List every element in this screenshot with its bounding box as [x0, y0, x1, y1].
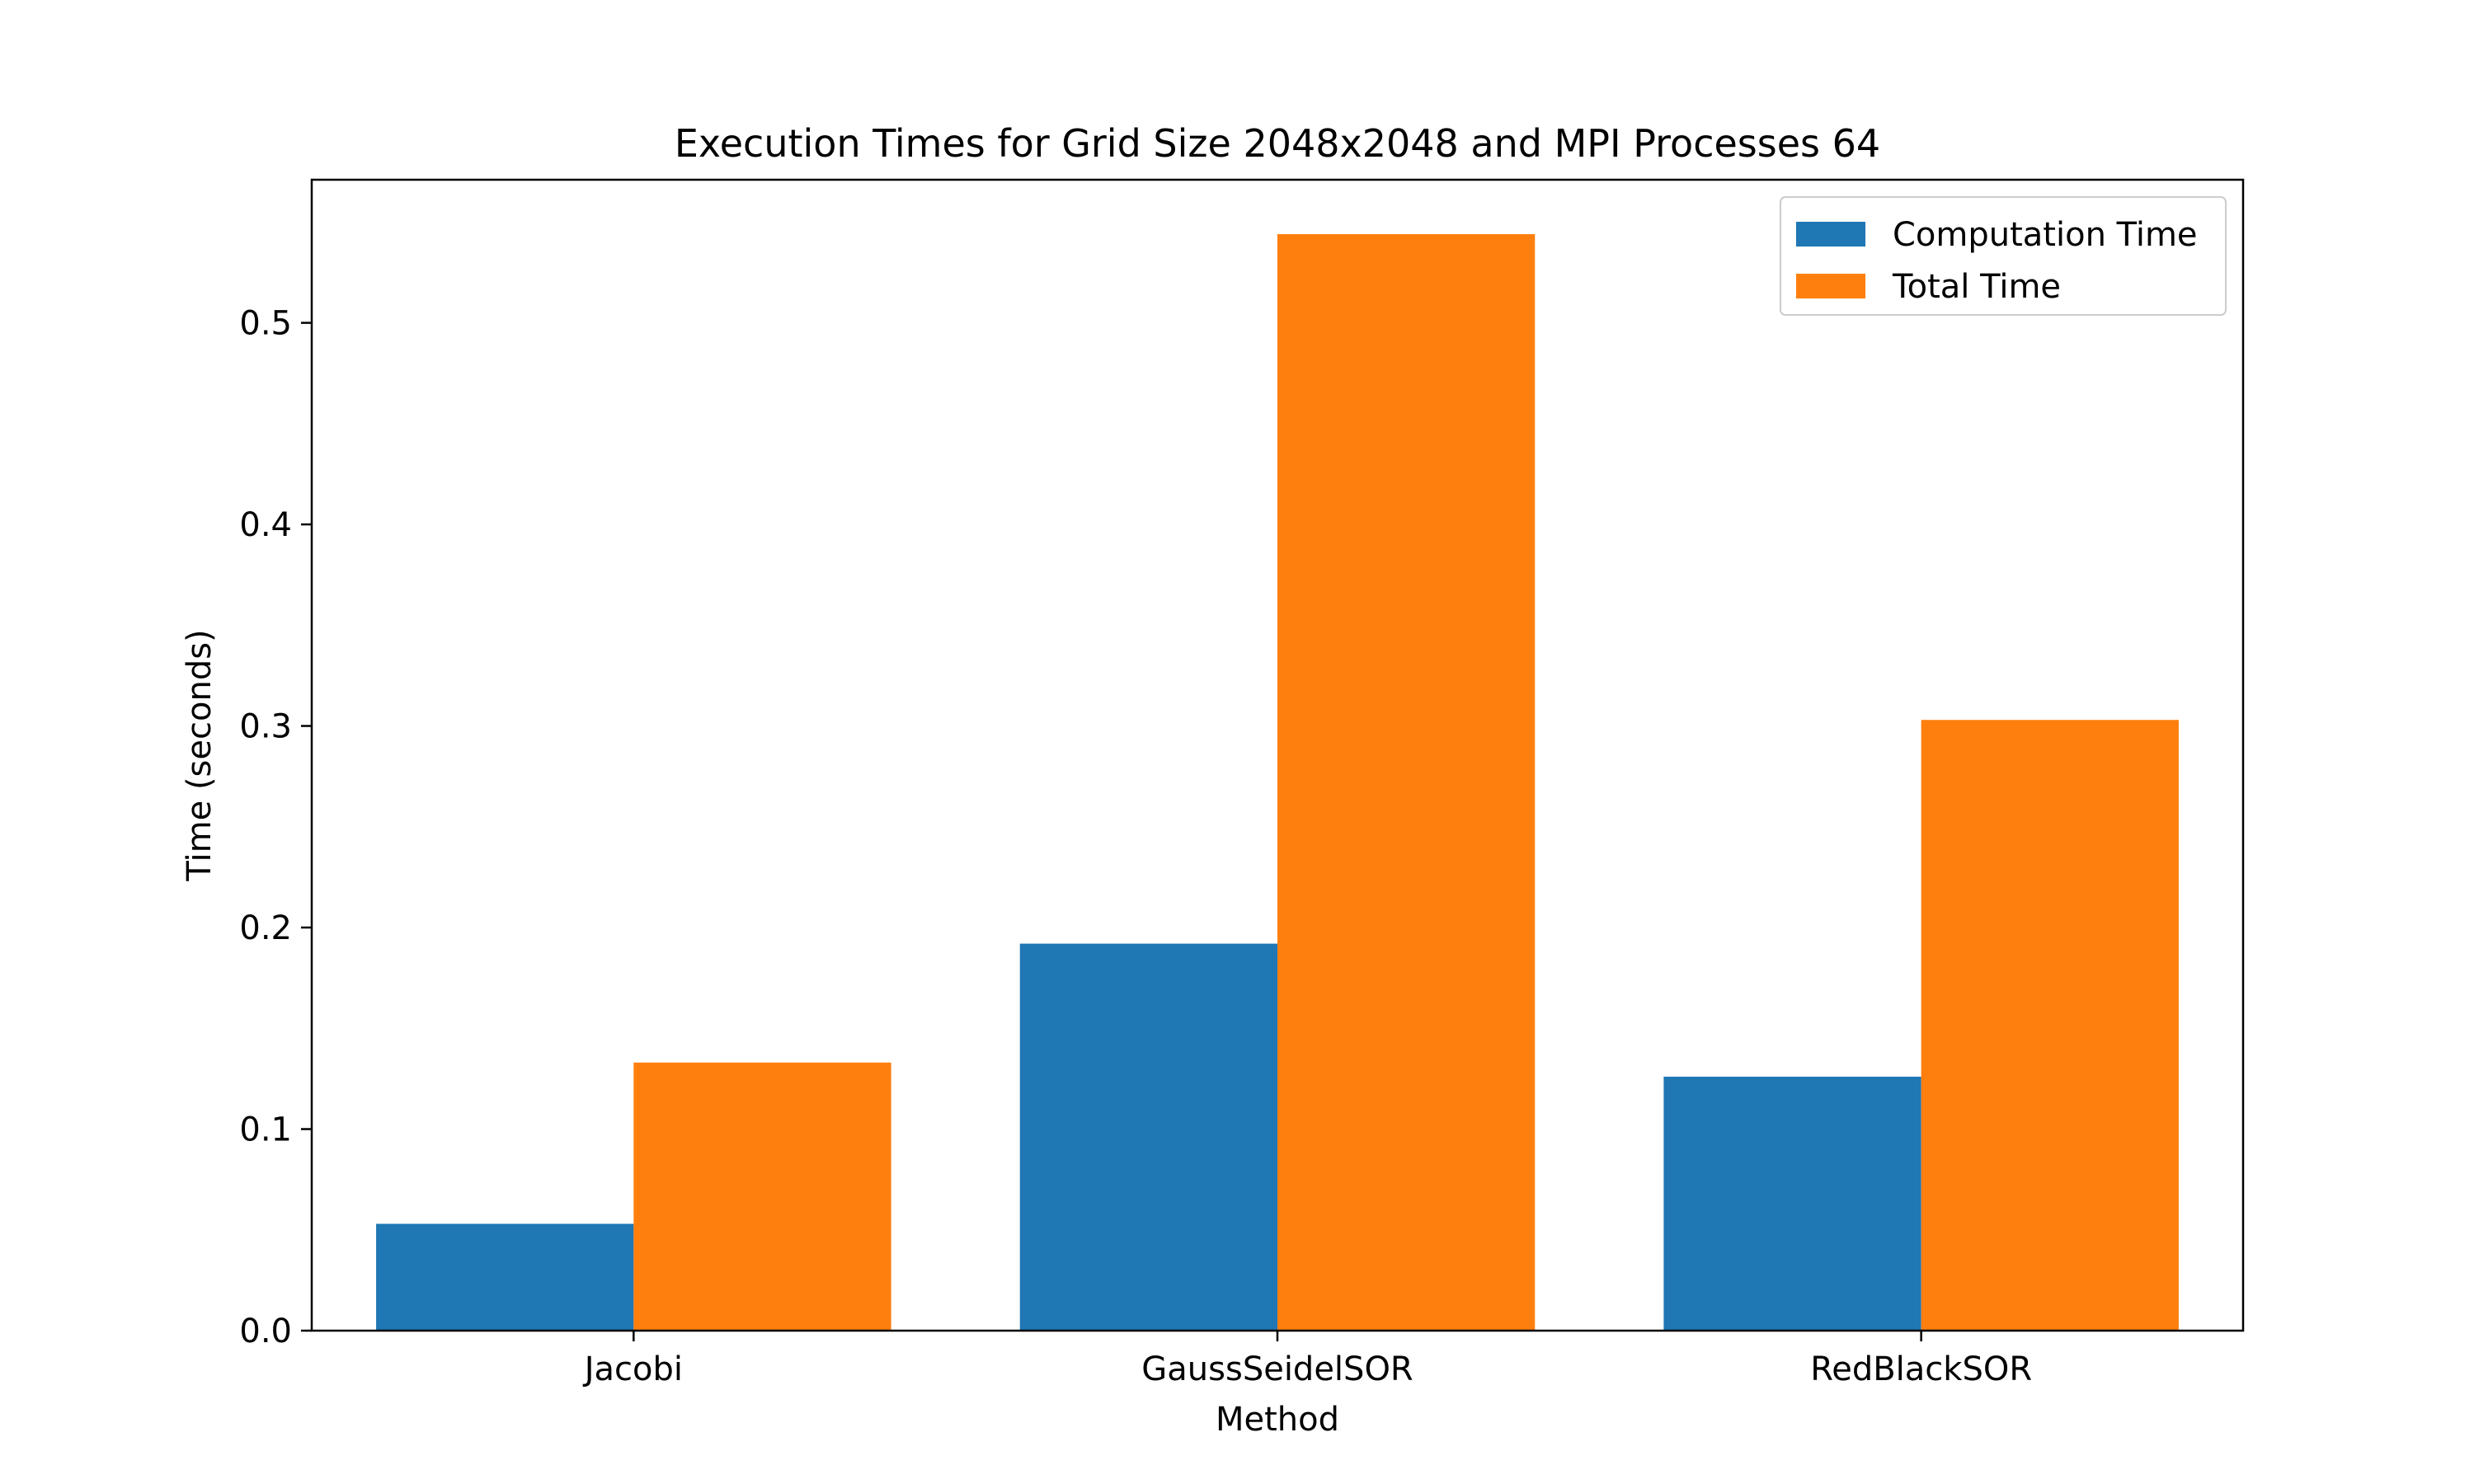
legend: Computation Time Total Time — [1780, 196, 2227, 316]
bar-gaussseidelsor-total — [1277, 234, 1536, 1331]
legend-swatch-computation — [1796, 222, 1865, 247]
bar-redblacksor-total — [1921, 720, 2179, 1331]
legend-box — [1780, 196, 2227, 316]
x-tick-label: RedBlackSOR — [1810, 1350, 2032, 1388]
y-axis-label: Time (seconds) — [181, 629, 219, 881]
chart-title: Execution Times for Grid Size 2048x2048 … — [675, 121, 1880, 166]
bar-jacobi-total — [633, 1062, 891, 1331]
bar-jacobi-computation — [376, 1223, 634, 1331]
legend-label-total: Total Time — [1892, 268, 2061, 306]
legend-label-computation: Computation Time — [1893, 216, 2198, 254]
bar-redblacksor-computation — [1663, 1076, 1921, 1331]
legend-swatch-total — [1796, 274, 1865, 298]
y-tick-label: 0.4 — [239, 506, 292, 544]
axes-layer: 0.0 0.1 0.2 0.3 0.4 0.5 Jacobi GaussSeidelSOR Re… — [239, 178, 2245, 1388]
x-tick-label: GaussSeidelSOR — [1141, 1350, 1413, 1388]
bar-gaussseidelsor-computation — [1019, 943, 1277, 1331]
x-tick-label: Jacobi — [582, 1350, 683, 1388]
bars-layer — [376, 234, 2179, 1331]
x-axis-label: Method — [1216, 1401, 1339, 1439]
y-tick-label: 0.3 — [239, 708, 292, 746]
y-tick-label: 0.1 — [239, 1111, 292, 1149]
y-tick-label: 0.0 — [239, 1313, 292, 1350]
y-tick-label: 0.2 — [239, 909, 292, 947]
y-tick-label: 0.5 — [239, 305, 292, 343]
